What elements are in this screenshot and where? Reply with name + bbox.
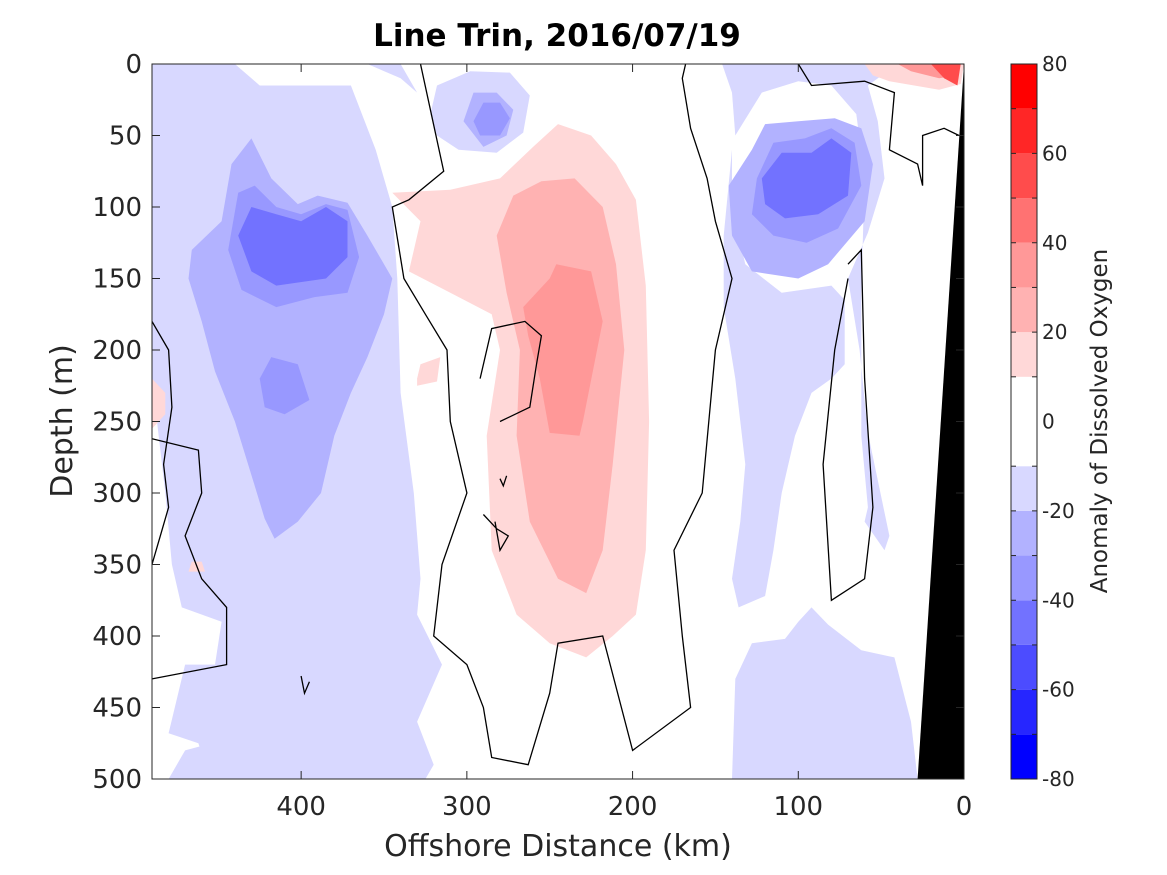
- colorbar-tick-label: 80: [1042, 52, 1067, 76]
- y-tick-label: 500: [92, 765, 142, 795]
- colorbar-swatch: [1011, 108, 1037, 154]
- y-tick-label: 200: [92, 336, 142, 366]
- colorbar-swatch: [1011, 510, 1037, 556]
- zero-contour-line: [391, 64, 733, 766]
- plot-area: [152, 64, 964, 779]
- negative-anomaly-inner-shallow: [473, 102, 510, 136]
- y-tick-label: 400: [92, 622, 142, 652]
- x-tick-label: 400: [276, 792, 326, 822]
- x-axis-ticks: 400 300 200 100 0: [276, 64, 972, 822]
- colorbar-tick-label: 60: [1042, 141, 1067, 165]
- colorbar-swatch: [1011, 555, 1037, 601]
- y-axis-label: Depth (m): [45, 344, 80, 498]
- negative-anomaly-nearshore: [722, 64, 898, 551]
- zero-contour-line: [482, 514, 510, 553]
- colorbar-label: Anomaly of Dissolved Oxygen: [1087, 249, 1113, 594]
- y-tick-label: 150: [92, 265, 142, 295]
- colorbar-tick-label: -60: [1042, 678, 1075, 702]
- colorbar-frame: [1010, 63, 1038, 780]
- colorbar-tick-label: 0: [1042, 410, 1055, 434]
- colorbar-tick-label: 20: [1042, 320, 1067, 344]
- colorbar-swatch: [1011, 734, 1037, 779]
- colorbar-swatch: [1011, 689, 1037, 735]
- negative-anomaly-inner-lower: [259, 357, 310, 415]
- negative-anomaly-peak-left: [238, 207, 348, 286]
- colorbar-swatch: [1011, 64, 1037, 109]
- negative-anomaly-nearshore-column: [723, 149, 845, 608]
- colorbar-swatch: [1011, 198, 1037, 243]
- y-tick-label: 300: [92, 479, 142, 509]
- anomaly-fills: [152, 64, 964, 779]
- colorbar-swatch: [1011, 466, 1037, 511]
- y-tick-label: 450: [92, 694, 142, 724]
- negative-anomaly-upper: [367, 64, 418, 93]
- colorbar-tick-label: -40: [1042, 588, 1075, 612]
- colorbar-swatch: [1011, 153, 1037, 199]
- zero-contour-line: [499, 475, 508, 488]
- y-tick-label: 250: [92, 408, 142, 438]
- colorbar-tick-label: -80: [1042, 767, 1075, 791]
- negative-anomaly-deep-nearshore: [732, 607, 918, 779]
- x-axis-label: Offshore Distance (km): [384, 829, 732, 864]
- zero-contours: [152, 64, 960, 766]
- x-tick-label: 200: [608, 792, 658, 822]
- positive-anomaly-edge: [152, 378, 166, 429]
- y-axis-ticks: 0 50 100 150 200 250 300 350 400 450 500: [92, 50, 964, 795]
- zero-contour-line: [152, 438, 228, 680]
- zero-contour-line: [479, 320, 543, 423]
- negative-anomaly-bottom-left: [168, 653, 376, 779]
- y-tick-label: 100: [92, 193, 142, 223]
- negative-anomaly-peak-right: [761, 138, 852, 219]
- colorbar-swatch: [1011, 644, 1037, 690]
- y-tick-label: 50: [109, 122, 142, 152]
- positive-anomaly-small-left: [417, 357, 441, 386]
- zero-contour-line: [300, 675, 310, 696]
- positive-anomaly-core: [523, 264, 603, 436]
- zero-contour-line: [152, 321, 173, 565]
- x-tick-label: 100: [773, 792, 823, 822]
- chart-title: Line Trin, 2016/07/19: [373, 18, 741, 54]
- positive-anomaly-small-top: [529, 192, 573, 250]
- zero-contour-line: [797, 64, 960, 186]
- colorbar-swatch: [1011, 600, 1037, 645]
- seafloor-bathymetry: [917, 64, 964, 779]
- x-tick-label: 300: [442, 792, 492, 822]
- colorbar-swatch: [1011, 287, 1037, 333]
- positive-anomaly-surface-peak: [930, 64, 961, 86]
- colorbar-swatch: [1011, 242, 1037, 288]
- colorbar-swatch: [1011, 376, 1037, 467]
- y-tick-label: 0: [125, 50, 142, 80]
- zero-contour-line: [822, 248, 874, 602]
- colorbar-tick-label: -20: [1042, 499, 1075, 523]
- colorbar-tick-label: 40: [1042, 231, 1067, 255]
- colorbar: -80 -60 -40 -20 0 20 40 60 80: [1010, 52, 1075, 791]
- colorbar-swatch: [1011, 332, 1037, 377]
- y-tick-label: 350: [92, 551, 142, 581]
- x-tick-label: 0: [956, 792, 973, 822]
